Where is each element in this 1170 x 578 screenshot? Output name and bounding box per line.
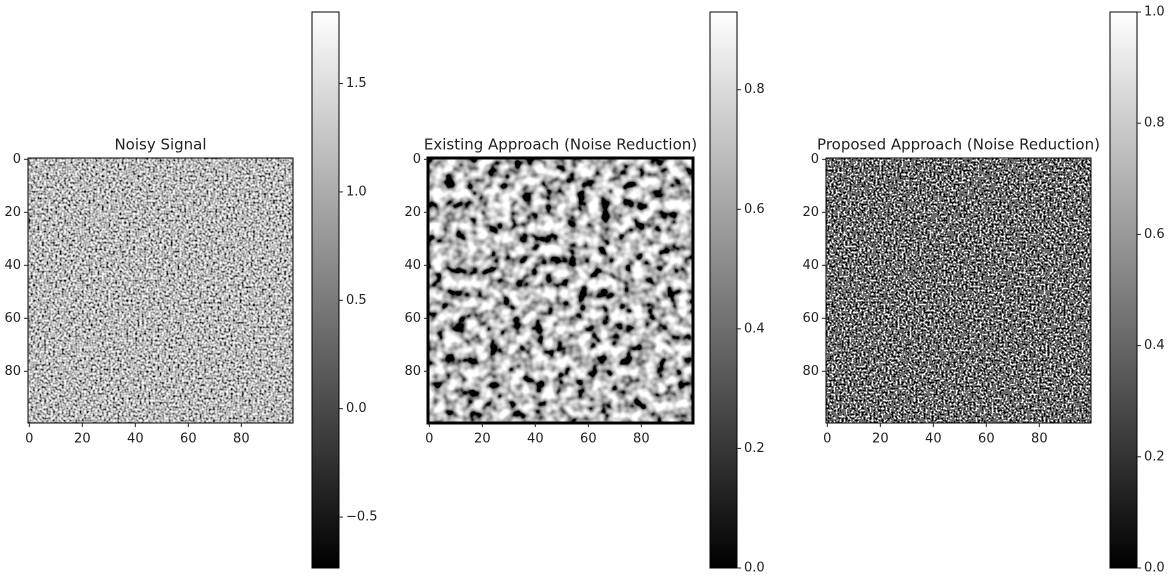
colorbar-tick-label: 0.0	[1144, 561, 1165, 576]
image-frame	[825, 157, 1092, 424]
colorbar-tick-label: 0.6	[744, 202, 765, 217]
colorbar-tick-label: −0.5	[346, 510, 378, 525]
y-tick-label: 80	[404, 364, 421, 379]
image	[28, 158, 293, 423]
colorbar-tick-label: 0.8	[1144, 116, 1165, 131]
panel-title: Proposed Approach (Noise Reduction)	[817, 136, 1100, 154]
x-tick-label: 60	[580, 432, 597, 447]
x-tick-label: 60	[978, 432, 995, 447]
colorbar-tick-label: 0.2	[744, 441, 765, 456]
x-tick-label: 20	[74, 432, 91, 447]
image-frame	[426, 156, 695, 425]
colorbar-tick-label: 0.5	[346, 293, 367, 308]
colorbar-tick-label: 0.2	[1144, 449, 1165, 464]
x-tick-label: 40	[925, 432, 942, 447]
y-tick-label: 60	[404, 311, 421, 326]
image-frame	[27, 157, 294, 424]
x-tick-label: 80	[633, 432, 650, 447]
y-tick-label: 80	[802, 364, 819, 379]
colorbar-tick-label: 0.0	[744, 561, 765, 576]
panel-title: Existing Approach (Noise Reduction)	[424, 136, 697, 154]
y-tick-label: 40	[802, 258, 819, 273]
x-tick-label: 20	[872, 432, 889, 447]
colorbar	[311, 11, 340, 569]
colorbar-tick-label: 0.0	[346, 401, 367, 416]
x-tick-label: 60	[180, 432, 197, 447]
colorbar-tick-label: 0.4	[744, 321, 765, 336]
colorbar-tick-label: 0.6	[1144, 227, 1165, 242]
colorbar-tick-label: 1.0	[1144, 5, 1165, 20]
y-tick-label: 20	[4, 205, 21, 220]
y-tick-label: 20	[404, 205, 421, 220]
colorbar-tick-label: 1.0	[346, 184, 367, 199]
image	[826, 158, 1091, 423]
image	[428, 158, 693, 423]
y-tick-label: 60	[802, 311, 819, 326]
panel-title: Noisy Signal	[114, 136, 206, 154]
x-tick-label: 40	[127, 432, 144, 447]
x-tick-label: 80	[233, 432, 250, 447]
y-tick-label: 20	[802, 205, 819, 220]
colorbar-tick-label: 0.4	[1144, 338, 1165, 353]
y-tick-label: 0	[13, 152, 21, 167]
colorbar	[709, 11, 738, 569]
y-tick-label: 60	[4, 311, 21, 326]
x-tick-label: 0	[823, 432, 831, 447]
x-tick-label: 40	[527, 432, 544, 447]
x-tick-label: 20	[474, 432, 491, 447]
y-tick-label: 0	[413, 152, 421, 167]
colorbar-tick-label: 0.8	[744, 82, 765, 97]
y-tick-label: 40	[404, 258, 421, 273]
colorbar-tick-label: 1.5	[346, 76, 367, 91]
colorbar	[1109, 11, 1138, 569]
x-tick-label: 0	[425, 432, 433, 447]
y-tick-label: 80	[4, 364, 21, 379]
y-tick-label: 0	[811, 152, 819, 167]
x-tick-label: 80	[1031, 432, 1048, 447]
y-tick-label: 40	[4, 258, 21, 273]
x-tick-label: 0	[25, 432, 33, 447]
